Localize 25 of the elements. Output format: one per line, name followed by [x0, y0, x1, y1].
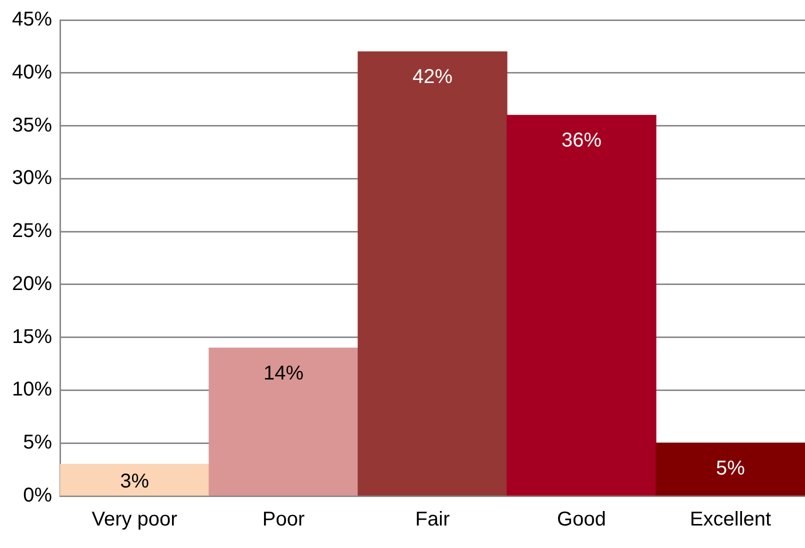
data-label: 14% [264, 362, 304, 384]
data-label: 3% [120, 470, 150, 492]
y-tick-label: 5% [23, 432, 52, 454]
bar [358, 51, 508, 496]
y-tick-label: 40% [12, 61, 52, 84]
x-tick-label: Fair [415, 508, 450, 531]
y-tick-label: 0% [23, 484, 52, 507]
x-tick-label: Poor [262, 508, 305, 531]
y-tick-label: 45% [12, 8, 52, 31]
bar [60, 464, 210, 496]
data-label: 42% [412, 66, 453, 88]
bar [506, 114, 656, 496]
x-tick-label: Good [557, 508, 606, 531]
y-tick-label: 25% [12, 220, 52, 242]
bar [208, 348, 358, 496]
y-tick-label: 35% [12, 114, 52, 136]
y-tick-label: 10% [12, 378, 52, 401]
x-tick-label: Very poor [92, 508, 178, 531]
bar [656, 442, 805, 496]
y-tick-label: 20% [12, 272, 52, 295]
x-tick-label: Excellent [690, 508, 772, 531]
data-label: 5% [716, 458, 746, 480]
y-tick-label: 15% [12, 326, 52, 348]
data-label: 36% [561, 130, 602, 152]
y-tick-label: 30% [12, 167, 52, 190]
